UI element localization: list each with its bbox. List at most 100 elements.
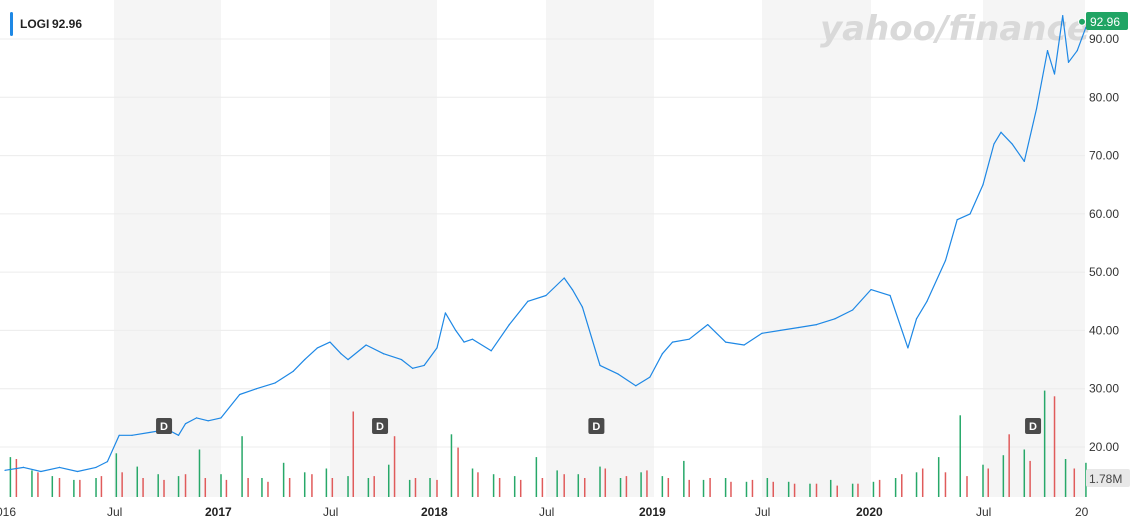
volume-badge-bg	[1086, 469, 1130, 487]
volume-bar-down	[184, 474, 187, 497]
volume-bar-up	[959, 415, 961, 497]
price-point	[1062, 15, 1064, 17]
volume-bar-up	[577, 474, 580, 497]
price-point	[889, 294, 891, 297]
volume-bar-up	[982, 464, 984, 497]
volume-bar-up	[745, 481, 748, 497]
volume-bar-down	[730, 481, 732, 497]
band-4	[983, 0, 1085, 497]
legend: LOGI 92.96	[10, 12, 82, 36]
price-point	[340, 353, 342, 355]
volume-bar-down	[311, 474, 313, 497]
volume-bar-down	[563, 474, 565, 497]
volume-bar-down	[352, 411, 355, 497]
volume-bar-up	[513, 476, 516, 497]
volume-bar-up	[1002, 455, 1005, 497]
price-point	[599, 364, 601, 366]
price-point	[707, 324, 709, 326]
volume-bar-up	[683, 460, 685, 497]
volume-bar-up	[661, 476, 664, 497]
volume-bar-up	[387, 464, 390, 497]
band-1	[330, 0, 437, 497]
price-point	[761, 332, 763, 334]
last-price-marker	[1078, 17, 1086, 26]
volume-bar-up	[809, 483, 811, 497]
price-point	[58, 466, 61, 468]
volume-bar-down	[436, 479, 438, 497]
volume-bar-up	[724, 478, 727, 497]
volume-bar-up	[1023, 449, 1026, 497]
price-point	[1023, 160, 1025, 162]
x-tick-label: 2020	[856, 505, 883, 519]
price-point	[671, 341, 674, 343]
volume-bar-down	[836, 485, 838, 497]
price-point	[207, 420, 209, 422]
dividend-marker: D	[372, 418, 389, 434]
price-point	[22, 466, 25, 468]
price-point	[1011, 143, 1013, 145]
alternating-bands	[114, 0, 1085, 497]
volume-bar-down	[688, 479, 690, 497]
price-point	[926, 300, 928, 302]
volume-bar-up	[51, 476, 54, 497]
volume-bar-down	[1029, 460, 1031, 497]
volume-bar-up	[787, 481, 790, 497]
price-point	[490, 350, 492, 352]
volume-bar-down	[414, 478, 417, 497]
volume-bar-down	[667, 478, 670, 497]
price-point	[969, 213, 971, 215]
x-axis: 016 Jul 2017 Jul 2018 Jul 2019 Jul 2020 Jul 20	[0, 505, 1089, 519]
price-point	[649, 376, 651, 378]
price-point	[411, 367, 414, 369]
price-badge-bg	[1086, 12, 1128, 30]
volume-bar-up	[1064, 459, 1067, 497]
price-point	[118, 434, 120, 436]
volume-bar-up	[241, 436, 243, 497]
price-point	[1067, 61, 1070, 63]
legend-symbol: LOGI	[20, 17, 49, 31]
price-point	[915, 318, 918, 320]
price-point	[635, 385, 637, 387]
price-point	[1046, 50, 1049, 52]
price-point	[149, 431, 151, 434]
price-badge: 92.96	[1086, 12, 1128, 30]
price-point	[563, 277, 565, 279]
volume-bar-down	[1073, 468, 1076, 497]
price-point	[1076, 50, 1078, 52]
x-tick-label: 2017	[205, 505, 232, 519]
volume-bar-up	[9, 457, 12, 497]
y-tick-label: 50.00	[1089, 265, 1119, 279]
band-0	[114, 0, 221, 497]
price-point	[329, 341, 331, 343]
price-point	[423, 364, 425, 366]
price-point	[76, 470, 79, 473]
volume-bar-up	[177, 476, 180, 497]
volume-bar-down	[815, 483, 818, 497]
volume-bar-down	[519, 479, 522, 497]
volume-bar-down	[37, 472, 39, 497]
price-point	[239, 393, 241, 396]
volume-bar-up	[95, 478, 97, 497]
price-point	[40, 470, 42, 473]
volume-bar-up	[556, 470, 558, 497]
x-tick-label: 2018	[421, 505, 448, 519]
volume-bar-up	[282, 462, 285, 497]
dividend-label: D	[592, 421, 600, 433]
volume-bar-down	[247, 478, 249, 497]
volume-bar-up	[471, 468, 474, 497]
dividend-badge	[156, 418, 173, 434]
price-point	[815, 324, 818, 326]
y-tick-label: 40.00	[1089, 323, 1119, 337]
volume-bar-up	[1085, 462, 1087, 497]
volume-bar-up	[261, 478, 263, 497]
price-point	[956, 219, 958, 221]
volume-bar-down	[58, 478, 61, 497]
volume-bar-up	[1043, 390, 1046, 497]
volume-bar-down	[15, 459, 18, 497]
price-point	[292, 370, 294, 372]
volume-bar-down	[772, 481, 775, 497]
volume-bar-up	[915, 472, 918, 497]
volume-bar-up	[894, 478, 897, 497]
